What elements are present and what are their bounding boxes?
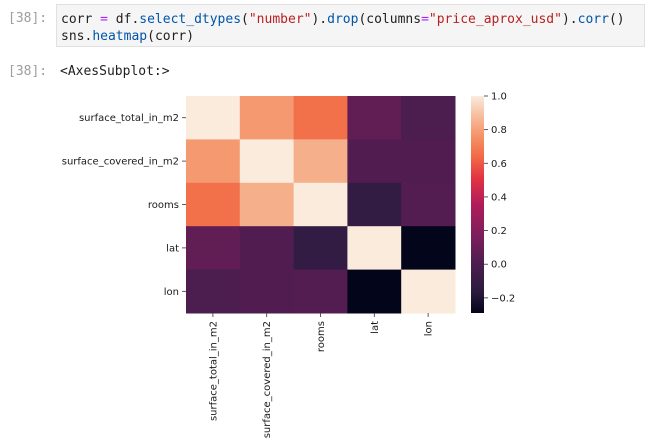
colorbar-tick-label: −0.2 <box>491 293 515 304</box>
heatmap-cell <box>186 226 241 271</box>
colorbar-tick-label: 0.6 <box>491 159 507 170</box>
heatmap-cell <box>347 182 402 227</box>
col-label: surface_total_in_m2 <box>208 321 219 421</box>
output-prompt: [38]: <box>8 64 48 79</box>
heatmap-cell <box>239 139 295 184</box>
heatmap-cell <box>401 269 456 314</box>
heatmap-cell <box>347 226 402 271</box>
heatmap-cell <box>239 226 295 271</box>
code-method-heatmap: heatmap <box>92 29 148 44</box>
colorbar <box>471 96 484 313</box>
col-label: lat <box>370 321 381 334</box>
heatmap-cells <box>186 96 456 314</box>
row-label: lon <box>164 287 179 298</box>
colorbar-tick-label: 0.0 <box>491 260 507 271</box>
code-method-drop: drop <box>327 12 359 27</box>
heatmap-col-labels: surface_total_in_m2 surface_covered_in_m2… <box>208 313 435 438</box>
heatmap-cell <box>347 269 402 314</box>
code-arg-corr: corr <box>154 29 187 44</box>
heatmap-cell <box>347 96 402 140</box>
code-var: corr <box>61 12 93 27</box>
heatmap-cell <box>239 182 295 227</box>
colorbar-tick-label: 0.2 <box>491 226 507 237</box>
code-method-corr: corr <box>577 12 609 27</box>
heatmap-cell <box>293 139 348 184</box>
code-assign-op: = <box>100 12 108 27</box>
heatmap-cell <box>347 139 402 184</box>
col-label: lon <box>424 321 435 336</box>
colorbar-tick-label: 0.4 <box>491 192 507 203</box>
code-obj-df: df <box>115 12 132 27</box>
col-label: surface_covered_in_m2 <box>262 321 273 438</box>
heatmap-cell <box>401 96 456 140</box>
code-kwarg-columns: columns <box>366 12 422 27</box>
row-label: rooms <box>148 200 179 211</box>
heatmap-cell <box>401 139 456 184</box>
row-label: surface_total_in_m2 <box>79 113 179 124</box>
heatmap-cell <box>293 182 348 227</box>
code-method-select-dtypes: select_dtypes <box>139 12 242 27</box>
code-string-number: "number" <box>248 12 312 27</box>
colorbar-tick-label: 0.8 <box>491 125 507 136</box>
code-obj-sns: sns <box>61 29 85 44</box>
heatmap-cell <box>239 96 295 140</box>
colorbar-ticks: 1.0 0.8 0.6 0.4 0.2 0.0 −0.2 <box>484 92 515 304</box>
heatmap-cell <box>186 182 241 227</box>
heatmap-cell <box>186 96 241 140</box>
row-label: lat <box>166 243 179 254</box>
heatmap-row-labels: surface_total_in_m2 surface_covered_in_m2… <box>62 113 186 298</box>
heatmap-cell <box>401 226 456 271</box>
heatmap-cell <box>401 182 456 227</box>
heatmap-cell <box>239 269 295 314</box>
heatmap-cell <box>186 139 241 184</box>
row-label: surface_covered_in_m2 <box>62 157 179 168</box>
heatmap-cell <box>293 226 348 271</box>
colorbar-tick-label: 1.0 <box>491 92 507 103</box>
code-cell[interactable]: corr = df.select_dtypes("number").drop(c… <box>56 4 645 47</box>
heatmap-cell <box>186 269 241 314</box>
output-repr: <AxesSubplot:> <box>60 64 170 79</box>
heatmap-cell <box>293 96 348 140</box>
code-string-price: "price_aprox_usd" <box>428 12 562 27</box>
col-label: rooms <box>316 321 327 352</box>
heatmap-cell <box>293 269 348 314</box>
input-prompt: [38]: <box>8 11 48 26</box>
